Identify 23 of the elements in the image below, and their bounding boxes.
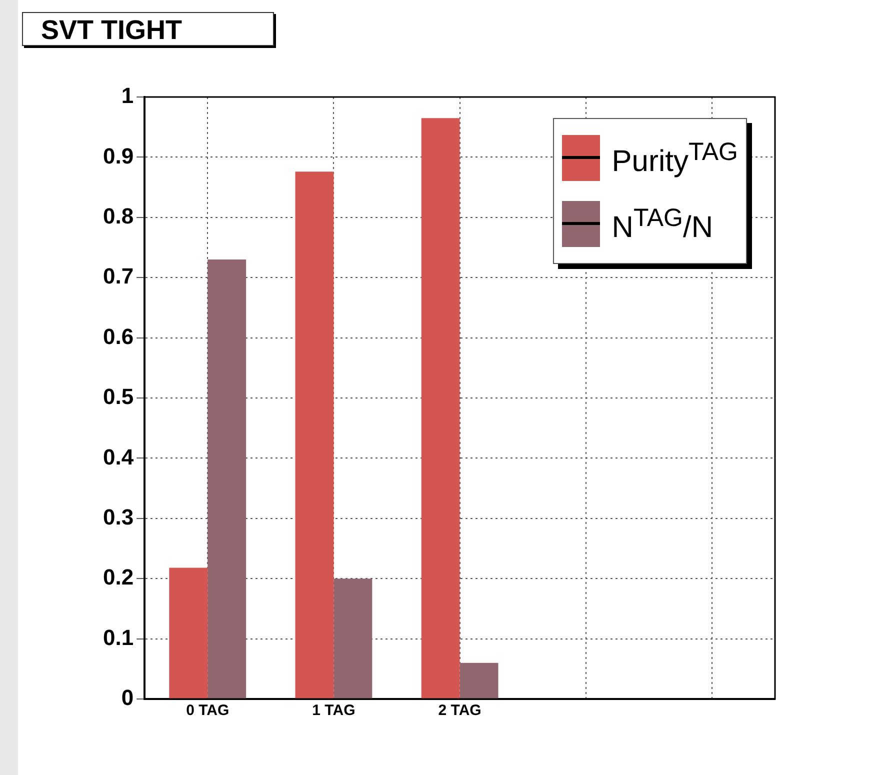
legend-label: N$^{TAG}$/N <box>612 204 713 244</box>
y-tick-label: 1 <box>121 83 134 108</box>
y-tick-label: 0.1 <box>102 624 134 650</box>
bar <box>169 568 208 698</box>
bar <box>208 260 246 698</box>
y-tick-label: 0.3 <box>102 504 134 530</box>
x-tick-label: 1 TAG <box>312 702 356 720</box>
y-tick-label: 0.8 <box>102 203 134 228</box>
bar <box>460 662 498 698</box>
y-tick-label: 0.7 <box>102 264 134 289</box>
bar <box>334 578 372 698</box>
x-tick-label: 0 TAG <box>186 702 230 720</box>
y-tick-label: 0.6 <box>102 324 134 349</box>
legend-label: Purity$^{TAG}$ <box>612 138 738 178</box>
y-tick-label: 0.4 <box>102 444 134 470</box>
bar <box>295 172 334 698</box>
chart-title: SVT TIGHT <box>22 12 274 46</box>
x-tick-label: 2 TAG <box>438 702 482 720</box>
y-tick-label: 0.9 <box>102 143 134 168</box>
y-tick-label: 0 <box>121 685 134 710</box>
bar <box>421 118 460 698</box>
y-tick-label: 0.5 <box>102 384 134 410</box>
y-tick-label: 0.2 <box>102 564 134 590</box>
